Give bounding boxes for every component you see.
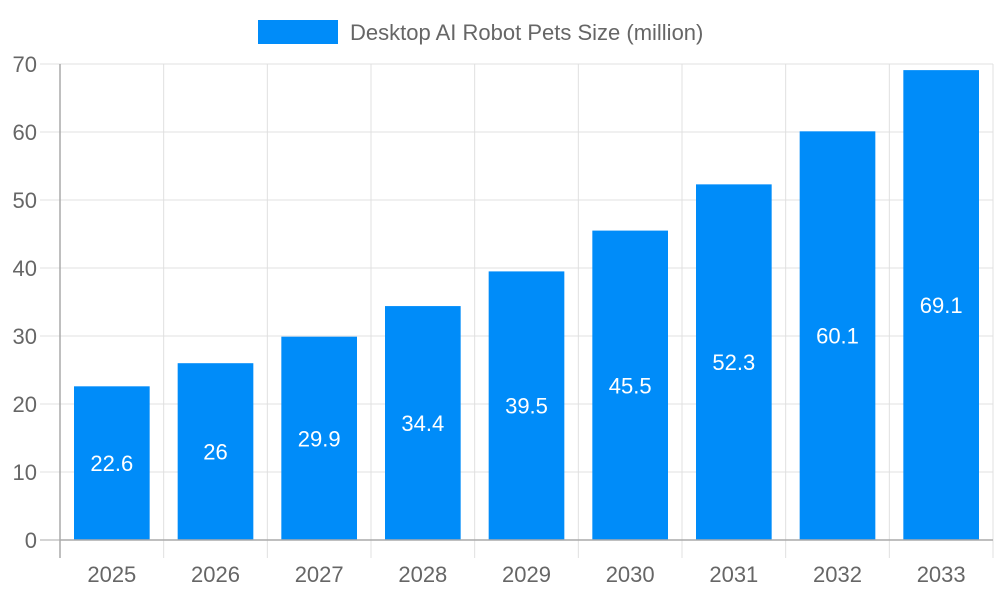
data-label-2031: 52.3 — [712, 350, 755, 375]
y-tick-label: 70 — [13, 52, 37, 77]
data-label-2028: 34.4 — [401, 411, 444, 436]
x-tick-label: 2029 — [502, 562, 551, 587]
bar-2029 — [488, 271, 565, 540]
x-tick-label: 2030 — [606, 562, 655, 587]
x-tick-label: 2026 — [191, 562, 240, 587]
y-tick-label: 40 — [13, 256, 37, 281]
x-tick-label: 2032 — [813, 562, 862, 587]
bar-2031 — [696, 184, 772, 541]
bar-2028 — [385, 306, 461, 540]
y-tick-label: 10 — [13, 460, 37, 485]
bar-2033 — [903, 70, 979, 541]
bars: 22.6 26 29.9 34.4 39.5 45.5 52.3 60.1 69.1 — [74, 70, 979, 541]
bar-2027 — [281, 336, 357, 540]
x-tick-label: 2033 — [917, 562, 966, 587]
x-tick-label: 2028 — [398, 562, 447, 587]
x-tick-label: 2027 — [295, 562, 344, 587]
bar-2032 — [799, 131, 876, 540]
y-tick-label: 0 — [25, 528, 37, 553]
y-tick-label: 20 — [13, 392, 37, 417]
y-tick-label: 60 — [13, 120, 37, 145]
data-label-2032: 60.1 — [816, 324, 859, 349]
bar-2030 — [592, 230, 668, 540]
gridlines — [40, 63, 994, 558]
data-label-2025: 22.6 — [90, 451, 133, 476]
legend-swatch — [258, 20, 338, 44]
bar-2026 — [177, 363, 254, 540]
bar-2025 — [74, 386, 150, 540]
legend-label: Desktop AI Robot Pets Size (million) — [350, 20, 703, 45]
x-tick-label: 2031 — [709, 562, 758, 587]
data-label-2033: 69.1 — [920, 293, 963, 318]
data-label-2027: 29.9 — [298, 426, 341, 451]
y-tick-label: 30 — [13, 324, 37, 349]
x-tick-label: 2025 — [87, 562, 136, 587]
y-tick-label: 50 — [13, 188, 37, 213]
data-label-2026: 26 — [203, 440, 227, 465]
data-label-2030: 45.5 — [609, 373, 652, 398]
legend: Desktop AI Robot Pets Size (million) — [258, 20, 703, 45]
data-label-2029: 39.5 — [505, 394, 548, 419]
